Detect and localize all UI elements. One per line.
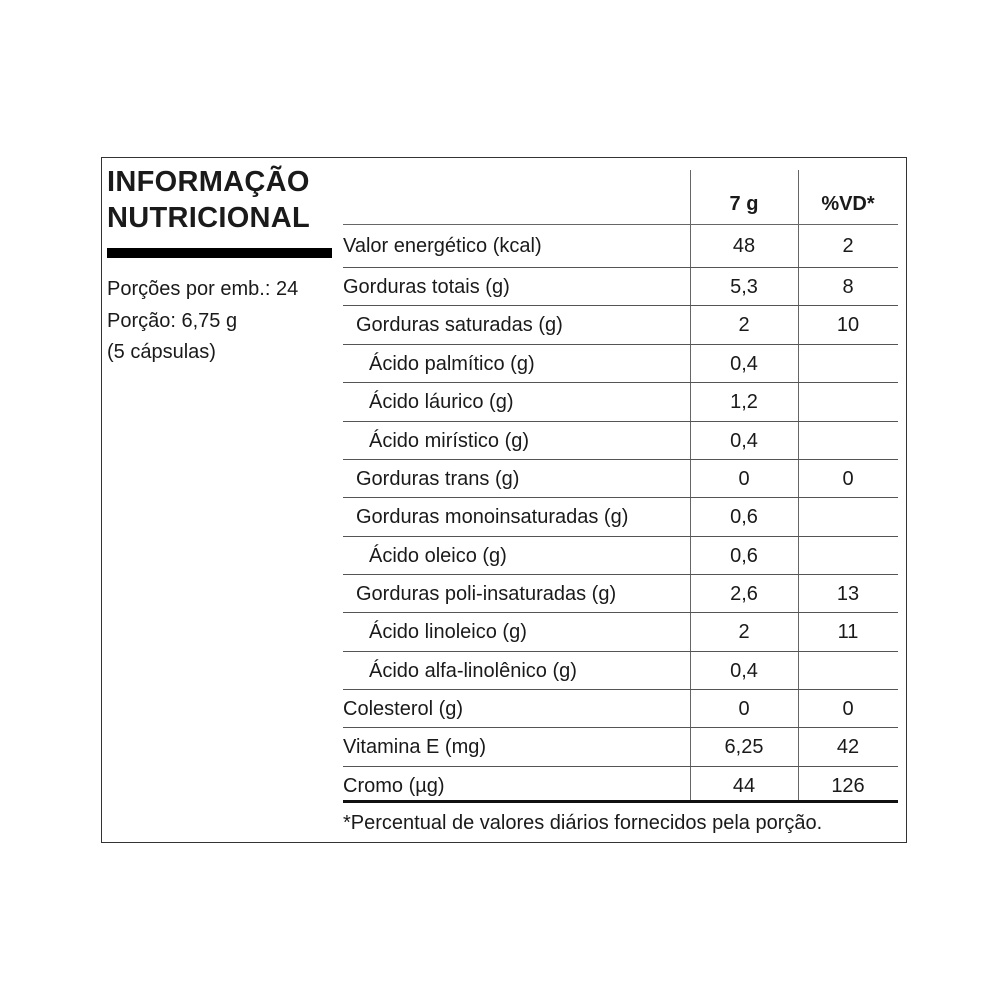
amount-value: 0,6 <box>730 545 758 567</box>
row-divider <box>343 574 898 575</box>
nutrient-label: Ácido oleico (g) <box>369 545 507 567</box>
nutrient-label: Ácido linoleico (g) <box>369 621 527 643</box>
table-row: Ácido mirístico (g) 0,4 <box>343 422 898 460</box>
dv-value: 42 <box>836 736 860 758</box>
dv-value: 11 <box>837 621 859 643</box>
row-divider <box>343 459 898 460</box>
table-row: Gorduras totais (g) 5,3 8 <box>343 268 898 306</box>
nutrient-label: Ácido palmítico (g) <box>369 353 535 375</box>
header-divider <box>343 224 898 225</box>
dv-value: 13 <box>836 583 860 605</box>
row-divider <box>343 612 898 613</box>
dv-value: 0 <box>842 468 854 490</box>
nutrient-label: Gorduras trans (g) <box>356 468 520 490</box>
nutrient-label: Gorduras saturadas (g) <box>356 314 563 336</box>
amount-value: 0,4 <box>730 660 758 682</box>
title-divider-bar <box>107 248 332 258</box>
servings-per-package: Porções por emb.: 24 <box>107 278 299 300</box>
dv-column-header: %VD* <box>821 193 875 215</box>
row-divider <box>343 421 898 422</box>
nutrient-label: Ácido láurico (g) <box>369 391 514 413</box>
amount-value: 6,25 <box>724 736 764 758</box>
row-divider <box>343 536 898 537</box>
label-title: INFORMAÇÃO NUTRICIONAL <box>107 164 310 236</box>
amount-column-header: 7 g <box>729 193 759 215</box>
table-row: Vitamina E (mg) 6,25 42 <box>343 728 898 766</box>
row-divider <box>343 727 898 728</box>
amount-value: 48 <box>732 235 756 257</box>
amount-value: 1,2 <box>730 391 758 413</box>
column-divider <box>798 170 799 802</box>
amount-value: 2,6 <box>730 583 758 605</box>
nutrient-label: Gorduras poli-insaturadas (g) <box>356 583 617 605</box>
amount-value: 2 <box>738 621 750 643</box>
table-row: Gorduras trans (g) 0 0 <box>343 460 898 498</box>
nutrient-label: Cromo (µg) <box>343 775 445 797</box>
table-row: Gorduras monoinsaturadas (g) 0,6 <box>343 498 898 536</box>
table-row: Ácido oleico (g) 0,6 <box>343 537 898 575</box>
nutrient-label: Gorduras totais (g) <box>343 276 510 298</box>
amount-value: 0,4 <box>730 430 758 452</box>
serving-units: (5 cápsulas) <box>107 341 216 363</box>
row-divider <box>343 267 898 268</box>
amount-value: 0,4 <box>730 353 758 375</box>
dv-value: 0 <box>842 698 854 720</box>
table-row: Gorduras saturadas (g) 2 10 <box>343 306 898 344</box>
column-divider <box>690 170 691 802</box>
dv-value: 10 <box>836 314 860 336</box>
dv-value: 126 <box>831 775 865 797</box>
amount-value: 0 <box>738 468 750 490</box>
table-row: Colesterol (g) 0 0 <box>343 690 898 728</box>
title-line-1: INFORMAÇÃO <box>107 166 310 198</box>
table-row: Cromo (µg) 44 126 <box>343 767 898 805</box>
amount-value: 0,6 <box>730 506 758 528</box>
table-row: Valor energético (kcal) 48 2 <box>343 227 898 265</box>
nutrient-label: Valor energético (kcal) <box>343 235 542 257</box>
row-divider <box>343 689 898 690</box>
amount-value: 2 <box>738 314 750 336</box>
amount-value: 44 <box>732 775 756 797</box>
nutrient-label: Gorduras monoinsaturadas (g) <box>356 506 629 528</box>
nutrient-label: Colesterol (g) <box>343 698 464 720</box>
row-divider <box>343 497 898 498</box>
table-row: Ácido palmítico (g) 0,4 <box>343 345 898 383</box>
amount-value: 0 <box>738 698 750 720</box>
table-bottom-rule <box>343 800 898 803</box>
row-divider <box>343 651 898 652</box>
row-divider <box>343 382 898 383</box>
title-line-2: NUTRICIONAL <box>107 202 311 234</box>
table-row: Ácido linoleico (g) 2 11 <box>343 613 898 651</box>
table-row: Ácido alfa-linolênico (g) 0,4 <box>343 652 898 690</box>
row-divider <box>343 766 898 767</box>
table-row: Ácido láurico (g) 1,2 <box>343 383 898 421</box>
nutrient-label: Ácido alfa-linolênico (g) <box>369 660 577 682</box>
serving-size: Porção: 6,75 g <box>107 310 238 332</box>
nutrition-label-border <box>101 157 907 843</box>
nutrient-label: Vitamina E (mg) <box>343 736 487 758</box>
row-divider <box>343 305 898 306</box>
nutrient-label: Ácido mirístico (g) <box>369 430 530 452</box>
dv-value: 2 <box>842 235 854 257</box>
dv-value: 8 <box>842 276 854 298</box>
table-row: Gorduras poli-insaturadas (g) 2,6 13 <box>343 575 898 613</box>
footnote: *Percentual de valores diários fornecido… <box>343 812 823 834</box>
amount-value: 5,3 <box>730 276 758 298</box>
row-divider <box>343 344 898 345</box>
